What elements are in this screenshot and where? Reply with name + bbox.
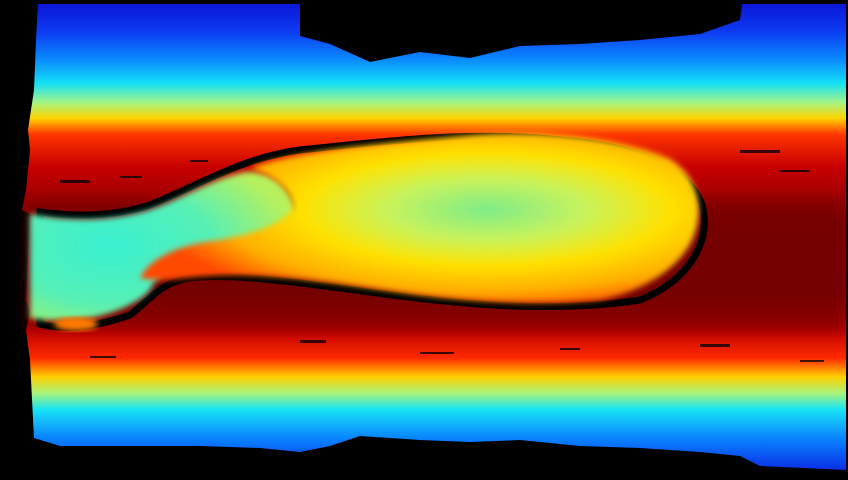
orange-spot: [54, 317, 98, 331]
left-protrusion: [30, 171, 297, 321]
object-outline: [36, 132, 708, 331]
central-object: [140, 133, 699, 303]
speckle-noise: [60, 150, 824, 362]
